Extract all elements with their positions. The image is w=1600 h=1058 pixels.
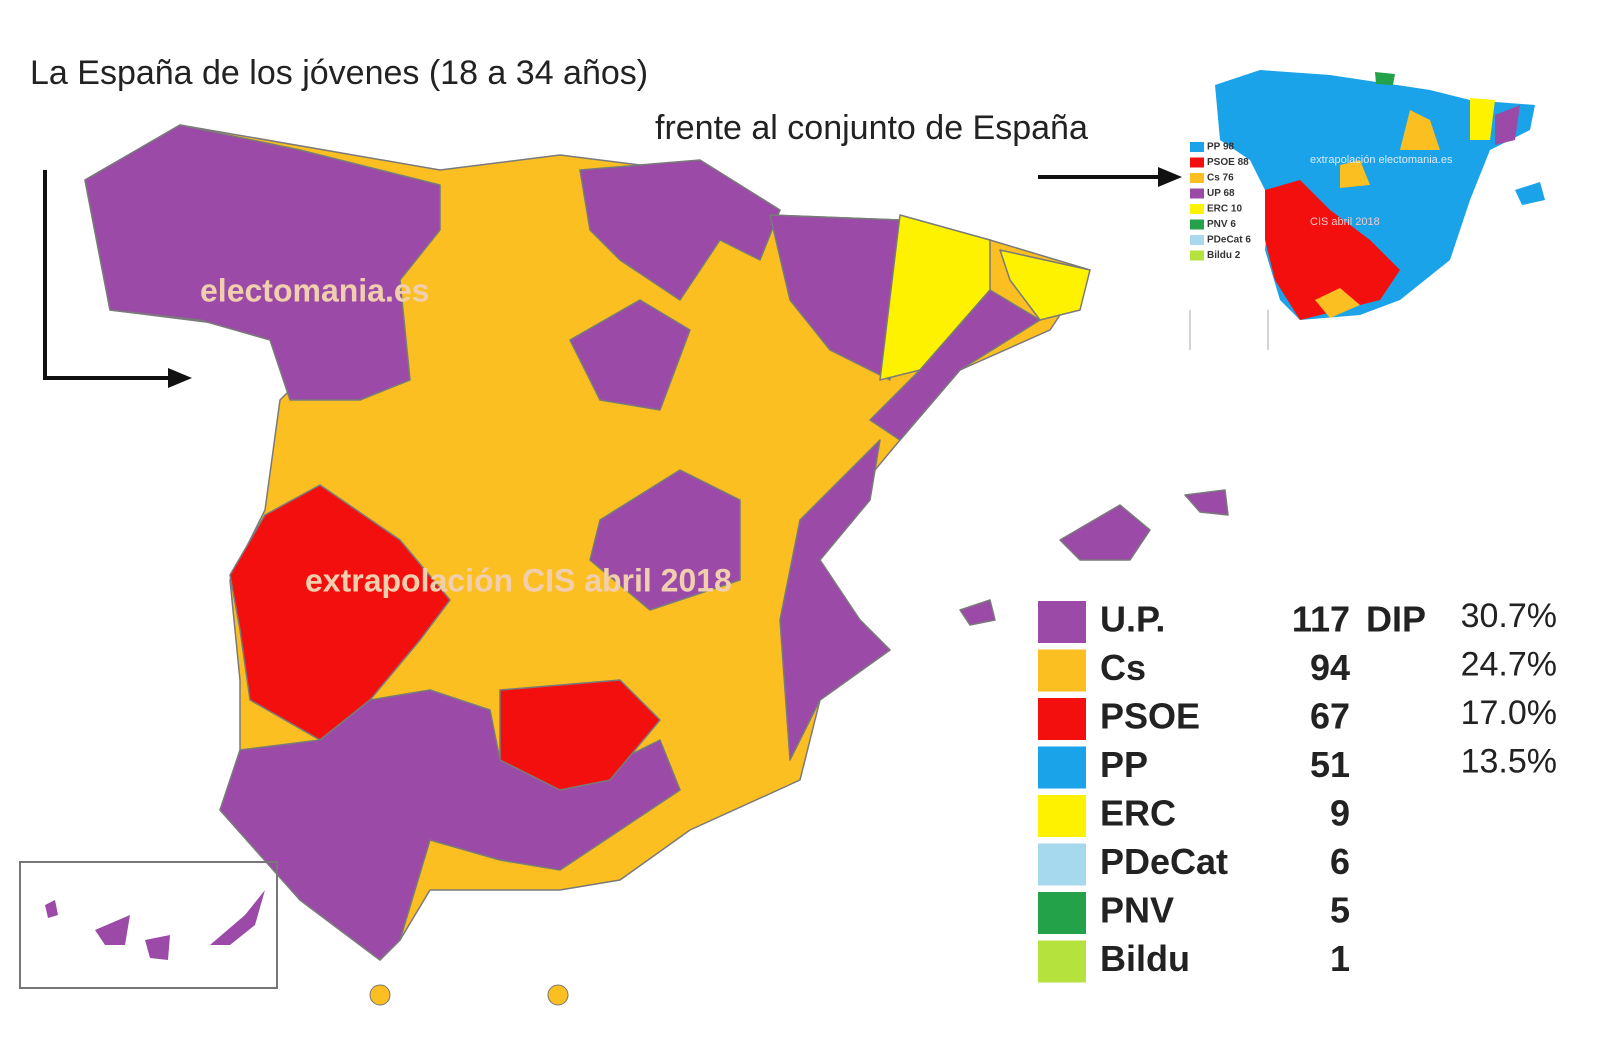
region bbox=[219, 689, 681, 961]
region bbox=[84, 124, 441, 401]
legend-seats: 117 bbox=[1292, 599, 1350, 640]
inset-region bbox=[1315, 288, 1360, 318]
legend-swatch bbox=[1038, 601, 1086, 643]
title: La España de los jóvenes (18 a 34 años) bbox=[30, 54, 648, 92]
legend-swatch bbox=[1038, 649, 1086, 692]
inset-region bbox=[1375, 72, 1395, 85]
region bbox=[869, 289, 1041, 441]
inset-swatch bbox=[1190, 235, 1204, 245]
legend-seats: 6 bbox=[1330, 841, 1350, 882]
legend-party: PP bbox=[1100, 744, 1148, 785]
legend-seats: 51 bbox=[1310, 744, 1350, 785]
inset-legend-label: PDeCat 6 bbox=[1207, 235, 1251, 246]
legend-party: Bildu bbox=[1100, 938, 1190, 979]
legend-seats: 9 bbox=[1330, 793, 1350, 834]
region bbox=[569, 299, 691, 411]
inset-swatch bbox=[1190, 142, 1204, 152]
inset-region bbox=[1265, 180, 1400, 320]
legend-share: 30.7% bbox=[1461, 597, 1557, 635]
inset-legend-label: Bildu 2 bbox=[1207, 250, 1241, 261]
inset-watermark: CIS abril 2018 bbox=[1310, 216, 1380, 228]
inset-region bbox=[1340, 160, 1370, 188]
arrow bbox=[43, 170, 170, 380]
enclave bbox=[369, 984, 391, 1006]
legend-party: PDeCat bbox=[1100, 841, 1228, 882]
region bbox=[499, 679, 661, 791]
legend: U.P. 117 DIP 30.7%Cs 94 24.7%PSOE 67 17.0%PP 51 1… bbox=[1038, 597, 1557, 983]
legend-swatch bbox=[1038, 698, 1086, 740]
legend-party: U.P. bbox=[1100, 599, 1165, 640]
legend-party: Cs bbox=[1100, 647, 1146, 688]
region bbox=[999, 249, 1091, 321]
enclave bbox=[547, 984, 569, 1006]
region bbox=[779, 439, 891, 761]
island bbox=[959, 599, 996, 626]
inset-map: PP 98 PSOE 88 Cs 76 UP 68 ERC 10 PNV 6 PDeCat … bbox=[1189, 70, 1545, 350]
arrow-head bbox=[168, 368, 192, 388]
legend-party: PNV bbox=[1100, 890, 1174, 931]
region bbox=[579, 159, 781, 301]
inset-swatch bbox=[1190, 188, 1204, 199]
inset-swatch bbox=[1190, 219, 1204, 230]
legend-swatch bbox=[1038, 843, 1086, 886]
island bbox=[1184, 489, 1229, 516]
legend-swatch bbox=[1038, 892, 1086, 934]
inset-swatch bbox=[1190, 173, 1204, 183]
island bbox=[210, 890, 265, 945]
region bbox=[769, 214, 901, 381]
arrows bbox=[43, 167, 1182, 388]
inset-island bbox=[1515, 182, 1545, 205]
inset-legend-label: PNV 6 bbox=[1207, 219, 1236, 230]
arrow-head bbox=[1158, 167, 1182, 187]
legend-swatch bbox=[1038, 940, 1086, 983]
region bbox=[589, 469, 741, 611]
legend-share: 17.0% bbox=[1461, 694, 1557, 732]
legend-swatch bbox=[1038, 795, 1086, 837]
region bbox=[229, 484, 451, 741]
inset-swatch bbox=[1190, 204, 1204, 214]
inset-legend-label: PP 98 bbox=[1207, 142, 1234, 153]
legend-seats: 94 bbox=[1310, 647, 1350, 688]
legend-seats: 67 bbox=[1310, 696, 1350, 737]
legend-unit: DIP bbox=[1366, 599, 1426, 640]
inset-swatch bbox=[1190, 157, 1204, 168]
inset-region bbox=[1495, 105, 1520, 145]
inset-region bbox=[1400, 110, 1440, 150]
legend-seats: 5 bbox=[1330, 890, 1350, 931]
canary-box bbox=[19, 861, 278, 989]
legend-swatch bbox=[1038, 746, 1086, 789]
subtitle: frente al conjunto de España bbox=[655, 109, 1088, 147]
island bbox=[1059, 504, 1151, 561]
main-map bbox=[19, 124, 1229, 1006]
inset-legend: PP 98 PSOE 88 Cs 76 UP 68 ERC 10 PNV 6 PDeCat … bbox=[1190, 142, 1251, 261]
legend-share: 24.7% bbox=[1461, 645, 1557, 683]
watermark: electomania.es bbox=[200, 272, 429, 308]
inset-legend-label: Cs 76 bbox=[1207, 173, 1234, 184]
inset-legend-label: ERC 10 bbox=[1207, 204, 1242, 215]
legend-party: PSOE bbox=[1100, 696, 1200, 737]
legend-share: 13.5% bbox=[1461, 742, 1557, 780]
inset-legend-label: UP 68 bbox=[1207, 188, 1235, 199]
island bbox=[95, 915, 130, 945]
inset-legend-label: PSOE 88 bbox=[1207, 157, 1249, 168]
inset-region bbox=[1470, 98, 1495, 140]
legend-seats: 1 bbox=[1330, 938, 1350, 979]
island bbox=[145, 935, 170, 960]
inset-swatch bbox=[1190, 250, 1204, 261]
legend-party: ERC bbox=[1100, 793, 1176, 834]
watermark: extrapolación CIS abril 2018 bbox=[305, 562, 732, 598]
inset-watermark: extrapolación electomania.es bbox=[1310, 154, 1453, 166]
island bbox=[45, 900, 58, 918]
